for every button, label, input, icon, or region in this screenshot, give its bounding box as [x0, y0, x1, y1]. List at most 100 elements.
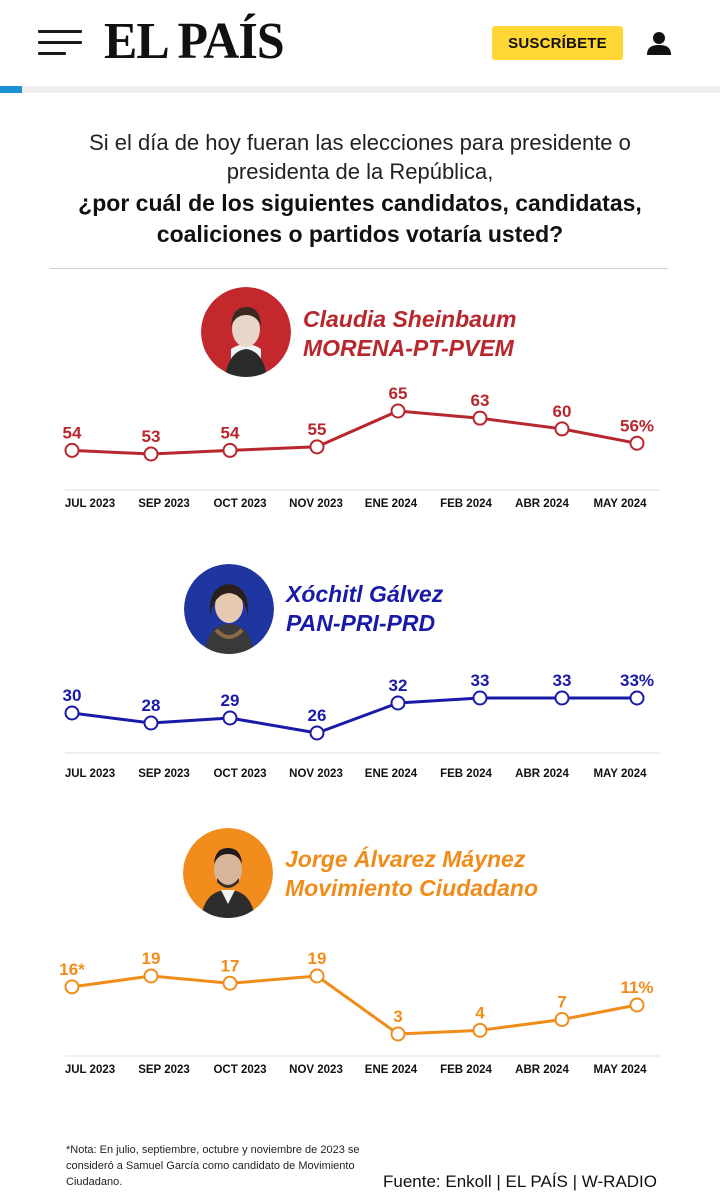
x-tick-label: ABR 2024 [515, 768, 569, 780]
data-label: 3 [393, 1007, 402, 1026]
data-label: 56% [620, 416, 654, 435]
candidate-name: Jorge Álvarez Máynez [285, 846, 526, 872]
x-tick-label: OCT 2023 [213, 768, 266, 780]
x-tick-label: ABR 2024 [515, 1064, 569, 1076]
x-tick-label: FEB 2024 [440, 768, 492, 780]
x-tick-label: OCT 2023 [213, 498, 266, 510]
trend-chart-sheinbaum: 54 53 54 55 65 63 60 56% JUL 2023 SEP 2023 OCT 202… [63, 384, 660, 510]
candidate-avatar-sheinbaum [201, 287, 291, 377]
trend-chart-galvez: 30 28 29 26 32 33 33 33% JUL 2023 SEP 2023 OCT 202… [63, 671, 660, 780]
question-intro: Si el día de hoy fueran las elecciones p… [89, 130, 631, 184]
data-point [309, 439, 325, 455]
x-tick-label: ENE 2024 [365, 1064, 418, 1076]
candidate-avatar-galvez [184, 564, 274, 654]
data-label: 4 [475, 1003, 485, 1022]
x-tick-label: FEB 2024 [440, 498, 492, 510]
data-label: 60 [553, 402, 572, 421]
data-label: 63 [471, 391, 490, 410]
data-point [629, 435, 645, 451]
candidate-name-galvez: Xóchitl Gálvez PAN-PRI-PRD [286, 580, 443, 638]
data-label: 55 [308, 420, 327, 439]
data-label: 11% [620, 978, 653, 997]
x-tick-label: OCT 2023 [213, 1064, 266, 1076]
data-point [64, 705, 80, 721]
x-tick-label: MAY 2024 [593, 768, 647, 780]
candidate-name-sheinbaum: Claudia Sheinbaum MORENA-PT-PVEM [303, 305, 516, 363]
candidate-party: PAN-PRI-PRD [286, 610, 436, 636]
user-icon[interactable] [646, 30, 672, 56]
x-tick-label: JUL 2023 [65, 498, 115, 510]
x-tick-label: ENE 2024 [365, 498, 418, 510]
header-accent [0, 86, 22, 93]
data-point [222, 710, 238, 726]
data-label: 19 [142, 949, 161, 968]
data-label: 65 [389, 384, 408, 403]
data-point [143, 968, 159, 984]
data-label: 53 [142, 427, 161, 446]
candidate-avatar-alvarez [183, 828, 273, 918]
x-tick-label: NOV 2023 [289, 1064, 343, 1076]
data-label: 19 [308, 949, 327, 968]
data-label: 26 [308, 706, 327, 725]
series-line [71, 696, 637, 735]
data-point [472, 410, 488, 426]
data-point [472, 690, 488, 706]
x-tick-label: ENE 2024 [365, 768, 418, 780]
candidate-party: MORENA-PT-PVEM [303, 335, 514, 361]
x-tick-label: NOV 2023 [289, 498, 343, 510]
data-point [554, 690, 570, 706]
data-point [472, 1022, 488, 1038]
candidate-name: Claudia Sheinbaum [303, 306, 517, 332]
x-tick-label: SEP 2023 [138, 768, 190, 780]
data-label: 33% [620, 671, 654, 690]
x-tick-label: NOV 2023 [289, 768, 343, 780]
site-header: EL PAÍS SUSCRÍBETE [0, 0, 720, 88]
data-label: 32 [389, 676, 408, 695]
data-point [390, 403, 406, 419]
data-label: 29 [221, 691, 240, 710]
data-point [629, 997, 645, 1013]
data-point [309, 968, 325, 984]
section-divider [50, 268, 668, 269]
data-label: 54 [63, 423, 82, 442]
candidate-name: Xóchitl Gálvez [286, 581, 444, 607]
candidate-party: Movimiento Ciudadano [285, 875, 538, 901]
data-point [554, 421, 570, 437]
data-point [390, 1026, 406, 1042]
data-label: 30 [63, 686, 82, 705]
data-label: 54 [221, 423, 240, 442]
data-point [629, 690, 645, 706]
data-point [143, 446, 159, 462]
x-tick-label: JUL 2023 [65, 768, 115, 780]
data-label: 33 [471, 671, 490, 690]
question-main: ¿por cuál de los siguientes candidatos, … [78, 190, 642, 247]
x-tick-label: MAY 2024 [593, 1064, 647, 1076]
data-point [143, 715, 159, 731]
x-tick-label: SEP 2023 [138, 498, 190, 510]
data-label: 17 [221, 956, 240, 975]
x-tick-label: MAY 2024 [593, 498, 647, 510]
x-tick-label: FEB 2024 [440, 1064, 492, 1076]
site-logo[interactable]: EL PAÍS [104, 13, 285, 70]
data-label: 7 [557, 993, 566, 1012]
series-line [71, 409, 638, 456]
footnote: *Nota: En julio, septiembre, octubre y n… [66, 1144, 360, 1188]
hamburger-menu-icon[interactable] [38, 30, 82, 56]
x-tick-label: ABR 2024 [515, 498, 569, 510]
x-tick-label: SEP 2023 [138, 1064, 190, 1076]
data-point [64, 979, 80, 995]
data-label: 28 [142, 696, 161, 715]
series-line [71, 974, 638, 1036]
data-label: 33 [553, 671, 572, 690]
data-point [554, 1012, 570, 1027]
subscribe-button[interactable]: SUSCRÍBETE [492, 26, 623, 60]
data-point [309, 725, 325, 741]
trend-chart-alvarez: 16* 19 17 19 3 4 7 11% JUL 2023 SEP 2023 OCT 2023 N… [59, 949, 660, 1076]
header-divider [0, 86, 720, 93]
survey-question: Si el día de hoy fueran las elecciones p… [50, 128, 670, 250]
data-point [222, 975, 238, 991]
data-point [390, 695, 406, 711]
candidate-name-alvarez: Jorge Álvarez Máynez Movimiento Ciudadan… [285, 845, 538, 903]
data-label: 16* [59, 960, 85, 979]
x-tick-label: JUL 2023 [65, 1064, 115, 1076]
